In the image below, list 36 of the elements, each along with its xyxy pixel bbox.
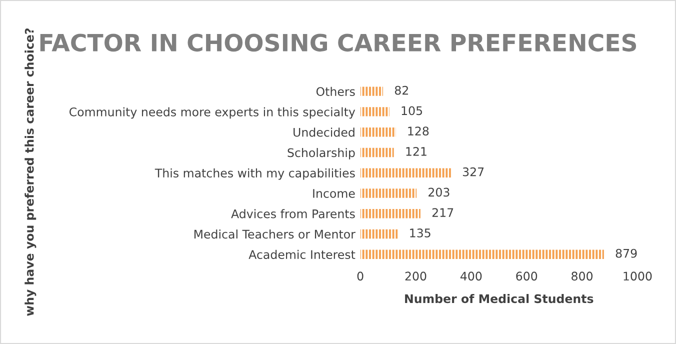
y-tick-label: Scholarship (288, 148, 355, 160)
x-tick-label: 200 (405, 272, 426, 281)
bar (360, 86, 384, 96)
data-label: 121 (406, 146, 426, 156)
x-tick-label: 1000 (624, 272, 652, 281)
bar (360, 148, 394, 158)
x-tick-label: 0 (357, 272, 364, 281)
data-label: 105 (402, 106, 422, 116)
bar (360, 209, 420, 218)
x-tick-label: 600 (516, 272, 538, 281)
bar (360, 229, 398, 239)
bar (360, 188, 417, 198)
x-tick-label: 800 (572, 272, 593, 281)
bar (360, 168, 451, 178)
x-axis-title: Number of Medical Students (405, 294, 594, 304)
data-label: 135 (410, 228, 430, 238)
y-tick-label: This matches with my capabilities (154, 168, 355, 180)
y-tick-label: Others (316, 86, 355, 96)
y-tick-label: Community needs more experts in this specialty (70, 107, 356, 119)
data-label: 879 (616, 248, 637, 258)
data-label: 128 (408, 126, 429, 136)
y-tick-label: Advices from Parents (231, 209, 355, 218)
y-tick-label: Academic Interest (248, 250, 356, 260)
bar (360, 128, 396, 137)
y-axis-title: why have you preferred this career choice? (24, 28, 36, 316)
data-label: 203 (428, 188, 450, 197)
bar (360, 250, 604, 259)
y-tick-label: Income (313, 189, 355, 198)
x-tick-label: 400 (460, 272, 482, 281)
data-label: 217 (432, 208, 454, 217)
data-label: 327 (462, 167, 484, 176)
y-tick-label: Undecided (294, 128, 354, 137)
data-label: 82 (394, 86, 408, 95)
chart-title: FACTOR IN CHOOSING CAREER PREFERENCES (40, 34, 636, 52)
bar (360, 107, 390, 116)
y-tick-label: Medical Teachers or Mentor (194, 230, 356, 239)
